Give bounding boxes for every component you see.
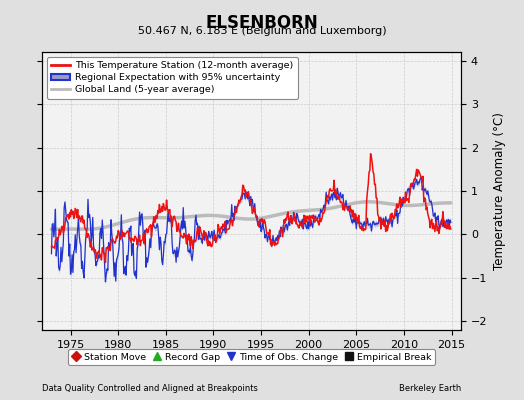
Text: Data Quality Controlled and Aligned at Breakpoints: Data Quality Controlled and Aligned at B… (42, 384, 258, 393)
Text: ELSENBORN: ELSENBORN (205, 14, 319, 32)
Y-axis label: Temperature Anomaly (°C): Temperature Anomaly (°C) (493, 112, 506, 270)
Legend: Station Move, Record Gap, Time of Obs. Change, Empirical Break: Station Move, Record Gap, Time of Obs. C… (68, 349, 435, 365)
Legend: This Temperature Station (12-month average), Regional Expectation with 95% uncer: This Temperature Station (12-month avera… (47, 57, 298, 99)
Text: Berkeley Earth: Berkeley Earth (399, 384, 461, 393)
Text: 50.467 N, 6.183 E (Belgium and Luxemborg): 50.467 N, 6.183 E (Belgium and Luxemborg… (138, 26, 386, 36)
